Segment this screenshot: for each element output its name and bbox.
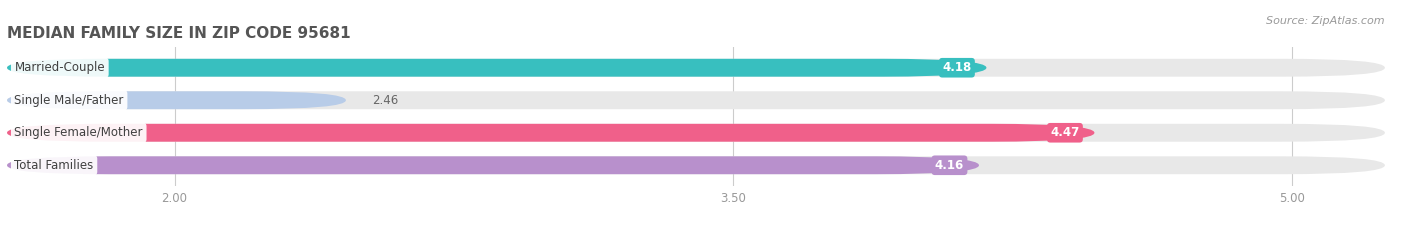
Text: Married-Couple: Married-Couple (14, 61, 105, 74)
FancyBboxPatch shape (7, 59, 987, 77)
Text: 4.18: 4.18 (942, 61, 972, 74)
Text: Single Female/Mother: Single Female/Mother (14, 126, 143, 139)
Text: Single Male/Father: Single Male/Father (14, 94, 124, 107)
FancyBboxPatch shape (7, 91, 1385, 109)
FancyBboxPatch shape (7, 156, 1385, 174)
Text: 4.47: 4.47 (1050, 126, 1080, 139)
Text: Total Families: Total Families (14, 159, 94, 172)
FancyBboxPatch shape (7, 91, 346, 109)
Text: MEDIAN FAMILY SIZE IN ZIP CODE 95681: MEDIAN FAMILY SIZE IN ZIP CODE 95681 (7, 26, 350, 41)
Text: 2.46: 2.46 (373, 94, 398, 107)
FancyBboxPatch shape (7, 124, 1094, 142)
FancyBboxPatch shape (7, 59, 1385, 77)
Text: Source: ZipAtlas.com: Source: ZipAtlas.com (1267, 16, 1385, 26)
FancyBboxPatch shape (7, 156, 979, 174)
FancyBboxPatch shape (7, 124, 1385, 142)
Text: 4.16: 4.16 (935, 159, 965, 172)
